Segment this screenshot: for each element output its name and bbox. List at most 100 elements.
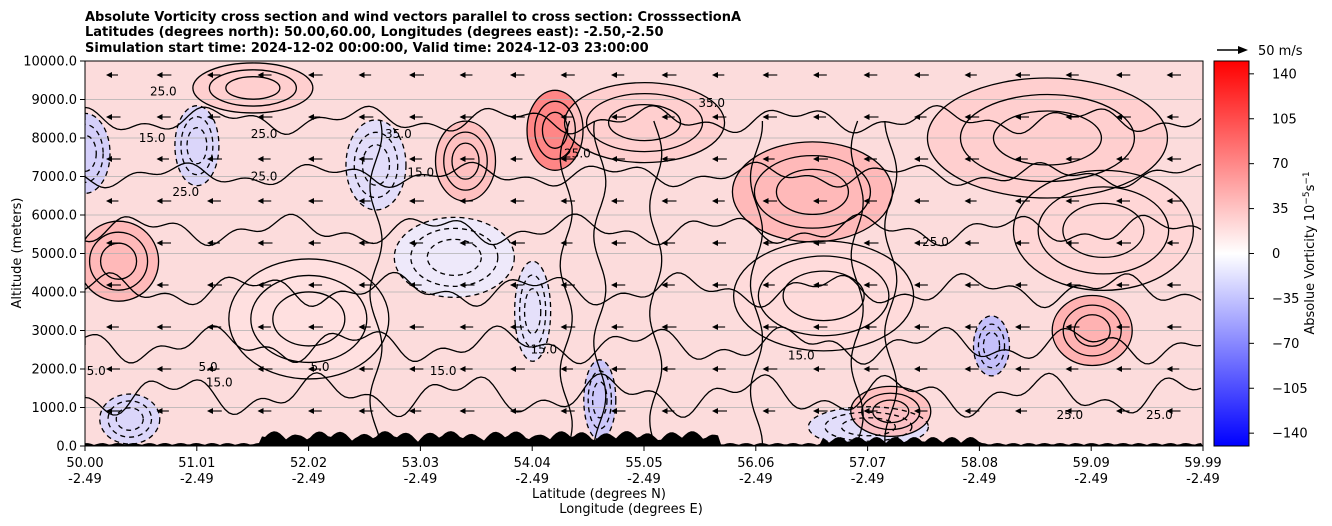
wind-vector-arrow-icon — [409, 366, 415, 372]
contour-ring — [180, 116, 214, 176]
wind-vector-arrow-icon — [863, 240, 870, 246]
wind-vector-arrow-icon — [409, 72, 415, 78]
x-tick-label-longitude: -2.49 — [627, 472, 661, 487]
wind-vector-arrow-icon — [611, 72, 617, 78]
wind-vector-arrow-icon — [1116, 324, 1122, 330]
wind-vector-arrow-icon — [106, 240, 112, 246]
wind-vector-arrow-icon — [661, 198, 668, 204]
chart-title-line-2: Latitudes (degrees north): 50.00,60.00, … — [85, 25, 664, 40]
wind-vector-arrow-icon — [762, 198, 769, 204]
x-tick-label-latitude: 58.08 — [961, 456, 998, 471]
wind-vector-arrow-icon — [964, 156, 971, 162]
contour-label: 15.0 — [206, 375, 233, 389]
wind-vector-arrow-icon — [813, 156, 819, 162]
contour-ring — [225, 76, 281, 100]
wind-vector-arrow-icon — [459, 72, 466, 78]
wind-vector-arrow-icon — [1065, 324, 1072, 330]
wind-vector-arrow-icon — [156, 156, 163, 162]
vorticity-blob — [1013, 170, 1194, 291]
wind-vector-arrow-icon — [1116, 198, 1122, 204]
contour-label: 5.0 — [87, 364, 106, 378]
wind-vector-arrow-icon — [257, 324, 264, 330]
wind-vector-arrow-icon — [1015, 114, 1021, 120]
wind-vector-arrow-icon — [257, 282, 264, 288]
wind-vector-arrow-icon — [510, 324, 516, 330]
wind-vector-arrow-icon — [1166, 366, 1173, 372]
contour-ring — [541, 111, 569, 149]
x-tick-label-latitude: 52.02 — [290, 456, 327, 471]
contour-label: 15.0 — [407, 166, 434, 180]
contour-ring — [250, 274, 368, 364]
quiver-key-arrow-icon — [1238, 46, 1248, 54]
colorbar-tick-label: −140 — [1272, 427, 1308, 442]
contour-ring — [959, 93, 1136, 183]
contour-ring — [186, 127, 208, 165]
wind-vector-arrow-icon — [510, 408, 516, 414]
contour-ring — [523, 288, 542, 335]
wind-vector-arrow-icon — [308, 156, 314, 162]
x-tick-label-longitude: -2.49 — [68, 472, 102, 487]
wind-vector-arrow-icon — [106, 156, 112, 162]
wind-vector-arrow-icon — [308, 114, 314, 120]
wind-vector-arrow-icon — [1065, 366, 1072, 372]
wind-vector-arrow-icon — [1166, 408, 1173, 414]
chart-title-line-3: Simulation start time: 2024-12-02 00:00:… — [85, 41, 649, 56]
wind-vector-arrow-icon — [914, 72, 920, 78]
contour-ring — [840, 417, 897, 437]
wind-vector-arrow-icon — [207, 198, 213, 204]
wind-vector-arrow-icon — [1116, 240, 1122, 246]
contour-label: 25.0 — [1146, 408, 1173, 422]
x-tick-label-latitude: 57.07 — [849, 456, 886, 471]
wind-vector-arrow-icon — [914, 198, 920, 204]
x-tick-label-longitude: -2.49 — [963, 472, 997, 487]
wind-vector-arrow-icon — [863, 114, 870, 120]
wind-vector-arrow-icon — [207, 156, 213, 162]
wind-vector-arrow-icon — [611, 240, 617, 246]
contour-label: 25.0 — [251, 127, 278, 141]
wind-vector-arrow-icon — [1166, 198, 1173, 204]
wind-vector-arrow-icon — [207, 282, 213, 288]
contour-ring — [731, 141, 894, 243]
wind-vector-arrow-icon — [964, 114, 971, 120]
contour-label: 25.0 — [1056, 408, 1083, 422]
wind-vector-arrow-icon — [813, 282, 819, 288]
wind-vector-arrow-icon — [712, 240, 718, 246]
wind-vector-arrow-icon — [712, 114, 718, 120]
wind-vector-arrow-icon — [964, 408, 971, 414]
wind-vector-arrow-icon — [106, 408, 112, 414]
wind-vector-arrow-icon — [459, 324, 466, 330]
wind-vector-arrow-icon — [762, 324, 769, 330]
wind-vector-arrow-icon — [308, 366, 314, 372]
contour-ring — [1062, 304, 1122, 357]
wind-vector-arrow-icon — [207, 324, 213, 330]
wind-vector-arrow-icon — [358, 198, 365, 204]
wind-vector-arrow-icon — [813, 114, 819, 120]
wind-vector-arrow-icon — [358, 408, 365, 414]
x-tick-label-latitude: 59.09 — [1073, 456, 1110, 471]
contour-ring — [1051, 294, 1133, 367]
x-tick-label-longitude: -2.49 — [739, 472, 773, 487]
wind-vector-arrow-icon — [1015, 408, 1021, 414]
terrain — [85, 431, 1203, 446]
wind-vector-arrow-icon — [1015, 324, 1021, 330]
y-tick-label: 4000.0 — [32, 286, 78, 301]
contour-ring — [85, 112, 111, 195]
wind-vector-arrow-icon — [560, 198, 567, 204]
contour-ring — [208, 69, 298, 107]
wind-vector-arrow-icon — [1015, 198, 1021, 204]
wind-vector-arrow-icon — [712, 198, 718, 204]
wind-vector-arrow-icon — [409, 198, 415, 204]
wind-vector-arrow-icon — [560, 366, 567, 372]
contour-ring — [1012, 169, 1195, 292]
contour-ring — [1062, 202, 1145, 259]
colorbar-tick-label: −105 — [1272, 382, 1308, 397]
colorbar-tick-label: −35 — [1272, 292, 1299, 307]
wind-vector-arrow-icon — [409, 282, 415, 288]
wind-vector-arrow-icon — [510, 72, 516, 78]
contour-ring — [410, 227, 499, 288]
wind-vector-arrow-icon — [207, 408, 213, 414]
wind-vector-arrow-icon — [661, 366, 668, 372]
contour-ring — [99, 393, 161, 445]
contour-ring — [513, 260, 552, 362]
wind-vector-arrow-icon — [1065, 114, 1072, 120]
